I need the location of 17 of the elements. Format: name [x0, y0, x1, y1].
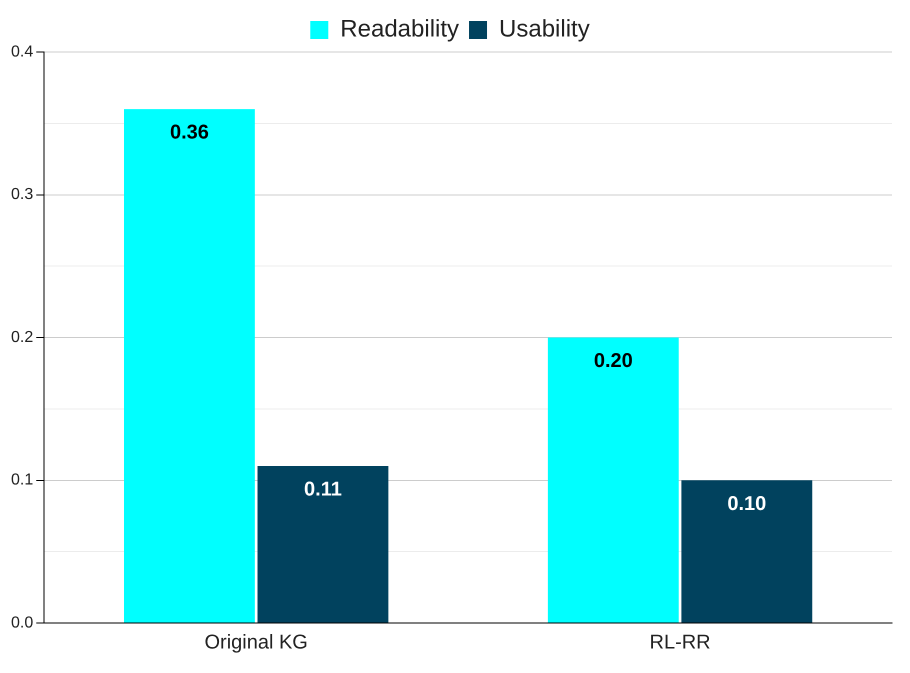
- bar: [548, 338, 679, 622]
- x-tick-label: Original KG: [204, 632, 308, 654]
- legend-label: Usability: [499, 16, 590, 43]
- y-tick-label: 0.2: [10, 328, 34, 346]
- y-tick-label: 0.4: [10, 43, 34, 60]
- bar: [258, 466, 388, 622]
- legend-label: Readability: [340, 16, 460, 43]
- data-label: 0.20: [594, 350, 633, 372]
- data-label: 0.10: [727, 492, 766, 515]
- x-tick-label: RL-RR: [650, 632, 711, 654]
- data-label: 0.11: [304, 478, 342, 500]
- bar: [681, 480, 812, 622]
- data-label: 0.36: [170, 122, 209, 144]
- y-tick-label: 0.3: [10, 186, 34, 204]
- y-tick-label: 0.1: [10, 472, 34, 489]
- bar: [124, 109, 255, 622]
- y-tick-label: 0.0: [10, 614, 34, 632]
